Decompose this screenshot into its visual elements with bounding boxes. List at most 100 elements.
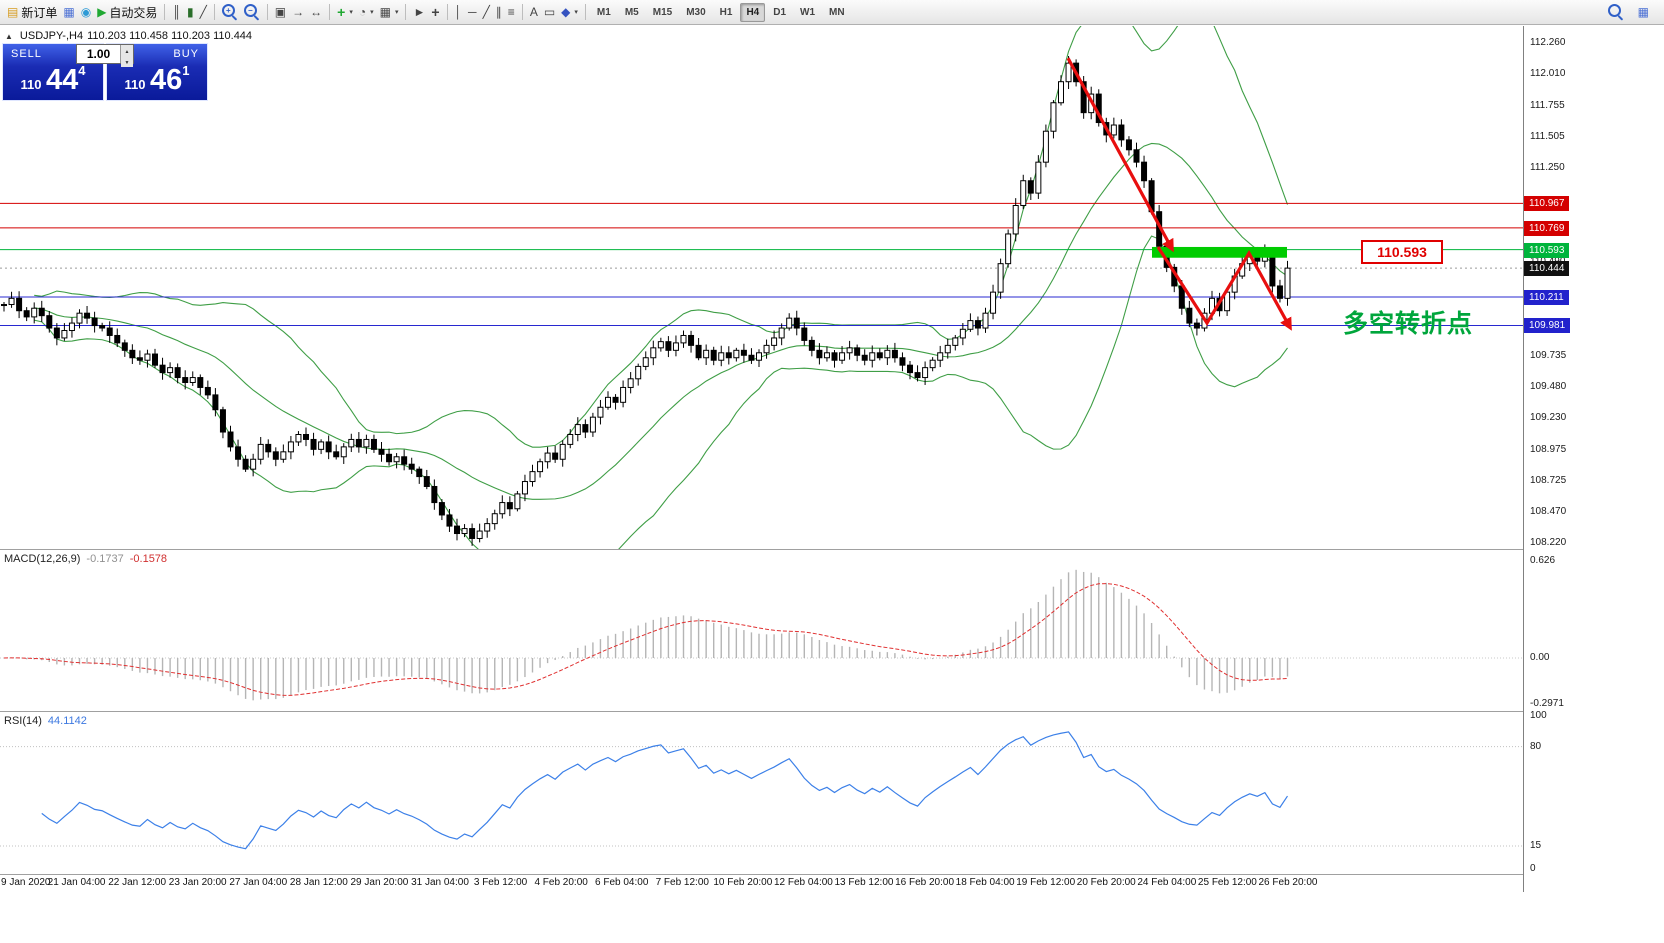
macd-indicator-panel[interactable] — [0, 550, 1523, 711]
candlestick-series — [1, 55, 1291, 546]
rsi-indicator-panel[interactable] — [0, 712, 1523, 874]
fibonacci-button[interactable]: ≡ — [505, 2, 518, 22]
templates-button[interactable]: ▦ ▾ — [377, 2, 402, 22]
price-axis: 112.260 112.010 111.755 111.505 111.250 110.4… — [1523, 26, 1664, 892]
new-window-button[interactable]: ▦ — [1635, 2, 1652, 22]
timeframe-button-h4[interactable]: H4 — [740, 2, 766, 22]
dropdown-arrow-icon: ▾ — [370, 9, 374, 16]
volume-input[interactable] — [77, 45, 120, 63]
rsi-label: RSI(14) 44.1142 — [4, 715, 87, 727]
button-label: 新订单 — [21, 5, 58, 20]
text-label-button[interactable]: ▭ — [541, 2, 558, 22]
sell-label: SELL — [11, 48, 42, 60]
rsi-axis-label: 0 — [1530, 863, 1536, 874]
crosshair-icon: + — [431, 4, 440, 20]
time-axis-label: 19 Feb 12:00 — [1016, 877, 1076, 888]
timeframe-button-m15[interactable]: M15 — [652, 6, 673, 18]
zoom-out-button[interactable]: − — [241, 2, 263, 22]
rsi-line — [41, 731, 1288, 850]
panel-separator — [0, 874, 1664, 875]
time-axis-label: 3 Feb 12:00 — [473, 877, 528, 888]
line-chart-button[interactable]: ╱ — [197, 2, 210, 22]
text-icon: A — [529, 5, 538, 19]
vline-icon: │ — [454, 5, 463, 19]
autoscroll-icon: → — [292, 5, 305, 19]
bar-chart-button[interactable]: ║ — [169, 2, 184, 22]
macd-signal-value: -0.1578 — [129, 553, 168, 565]
time-axis-label: 25 Feb 12:00 — [1197, 877, 1257, 888]
price-tick-label: 111.755 — [1530, 99, 1565, 111]
time-axis: 9 Jan 2020 21 Jan 04:00 22 Jan 12:00 23 Jan… — [0, 876, 1523, 892]
chart-symbol-period: USDJPY-,H4 — [19, 30, 84, 42]
macd-histogram — [10, 569, 1289, 701]
horizontal-line-button[interactable]: ─ — [465, 2, 480, 22]
crosshair-button[interactable]: + — [428, 2, 442, 22]
price-tick-label: 108.725 — [1530, 474, 1567, 486]
equidistant-channel-button[interactable]: ∥ — [493, 2, 505, 22]
timeframe-button-m30[interactable]: M30 — [686, 6, 706, 18]
candlestick-chart-button[interactable]: ▮ — [184, 2, 197, 22]
arrows-button[interactable]: ◆ ▾ — [558, 2, 581, 22]
rsi-value: 44.1142 — [47, 715, 87, 727]
auto-scroll-button[interactable]: → — [289, 2, 307, 22]
macd-label: MACD(12,26,9) -0.1737 -0.1578 — [4, 553, 167, 565]
rsi-axis-label: 100 — [1530, 710, 1547, 721]
buy-price-main: 46 — [149, 64, 183, 96]
timeframe-button-w1[interactable]: W1 — [800, 6, 816, 18]
toolbar-separator — [266, 4, 268, 20]
timeframe-button-m5[interactable]: M5 — [624, 6, 639, 18]
panel-separator[interactable] — [0, 549, 1664, 550]
macd-main-value: -0.1737 — [86, 553, 124, 565]
vertical-line-button[interactable]: │ — [452, 2, 466, 22]
collapse-arrow-icon[interactable] — [5, 30, 16, 42]
time-axis-label: 9 Jan 2020 — [1, 877, 51, 888]
buy-price: 110 461 — [107, 63, 207, 97]
tile-windows-button[interactable]: ▣ — [272, 2, 289, 22]
zoom-in-button[interactable]: + — [219, 2, 241, 22]
trendline-button[interactable]: ╱ — [480, 2, 493, 22]
rsi-axis-label: 80 — [1530, 740, 1542, 752]
sell-price-sup: 4 — [78, 63, 86, 78]
text-button[interactable]: A — [527, 2, 541, 22]
rsi-name: RSI(14) — [4, 715, 42, 727]
cursor-button[interactable]: ► — [410, 2, 428, 22]
zoom-in-icon: + — [221, 4, 238, 21]
chart-window-button[interactable]: ▦ — [60, 2, 77, 22]
search-button[interactable] — [1605, 2, 1627, 22]
price-badge: 110.967 — [1524, 196, 1570, 212]
buy-price-sup: 1 — [182, 63, 190, 78]
indicators-button[interactable]: + ▾ — [334, 2, 356, 22]
data-window-button[interactable]: ◉ — [78, 2, 94, 22]
timeframe-button-m1[interactable]: M1 — [596, 6, 611, 18]
zigzag-arrow[interactable] — [1156, 246, 1292, 331]
volume-decrease-button[interactable] — [121, 56, 133, 67]
dropdown-arrow-icon: ▾ — [394, 9, 399, 16]
toolbar-separator — [405, 4, 407, 20]
support-highlight-bar[interactable] — [1152, 246, 1287, 258]
downtrend-arrow[interactable] — [1066, 57, 1174, 253]
timeframe-button-h1[interactable]: H1 — [719, 6, 733, 18]
shapes-icon: ◆ — [561, 5, 571, 19]
price-tick-label: 111.250 — [1530, 162, 1565, 174]
new-order-button[interactable]: ▤ 新订单 — [4, 2, 60, 22]
price-badge: 109.981 — [1524, 318, 1571, 334]
macd-axis-label: 0.626 — [1530, 554, 1556, 566]
volume-box — [76, 44, 134, 67]
main-chart[interactable] — [0, 26, 1523, 549]
price-badge: 110.769 — [1524, 220, 1570, 236]
price-level-label[interactable]: 110.593 — [1361, 240, 1443, 264]
periods-button[interactable]: ◔ ▾ — [356, 2, 377, 22]
panel-separator[interactable] — [0, 711, 1664, 712]
button-label: 自动交易 — [109, 5, 158, 20]
chart-shift-button[interactable]: ↔ — [307, 2, 325, 22]
price-tick-label: 109.230 — [1530, 412, 1567, 424]
macd-axis-label: 0.00 — [1530, 652, 1550, 663]
timeframe-button-d1[interactable]: D1 — [773, 6, 787, 18]
auto-trading-button[interactable]: ▶ 自动交易 — [94, 2, 160, 22]
volume-increase-button[interactable] — [121, 45, 133, 56]
price-badge: 110.211 — [1524, 289, 1569, 305]
price-badge: 110.444 — [1524, 261, 1570, 277]
timeframe-button-mn[interactable]: MN — [829, 6, 845, 18]
time-axis-label: 28 Jan 12:00 — [289, 877, 348, 888]
